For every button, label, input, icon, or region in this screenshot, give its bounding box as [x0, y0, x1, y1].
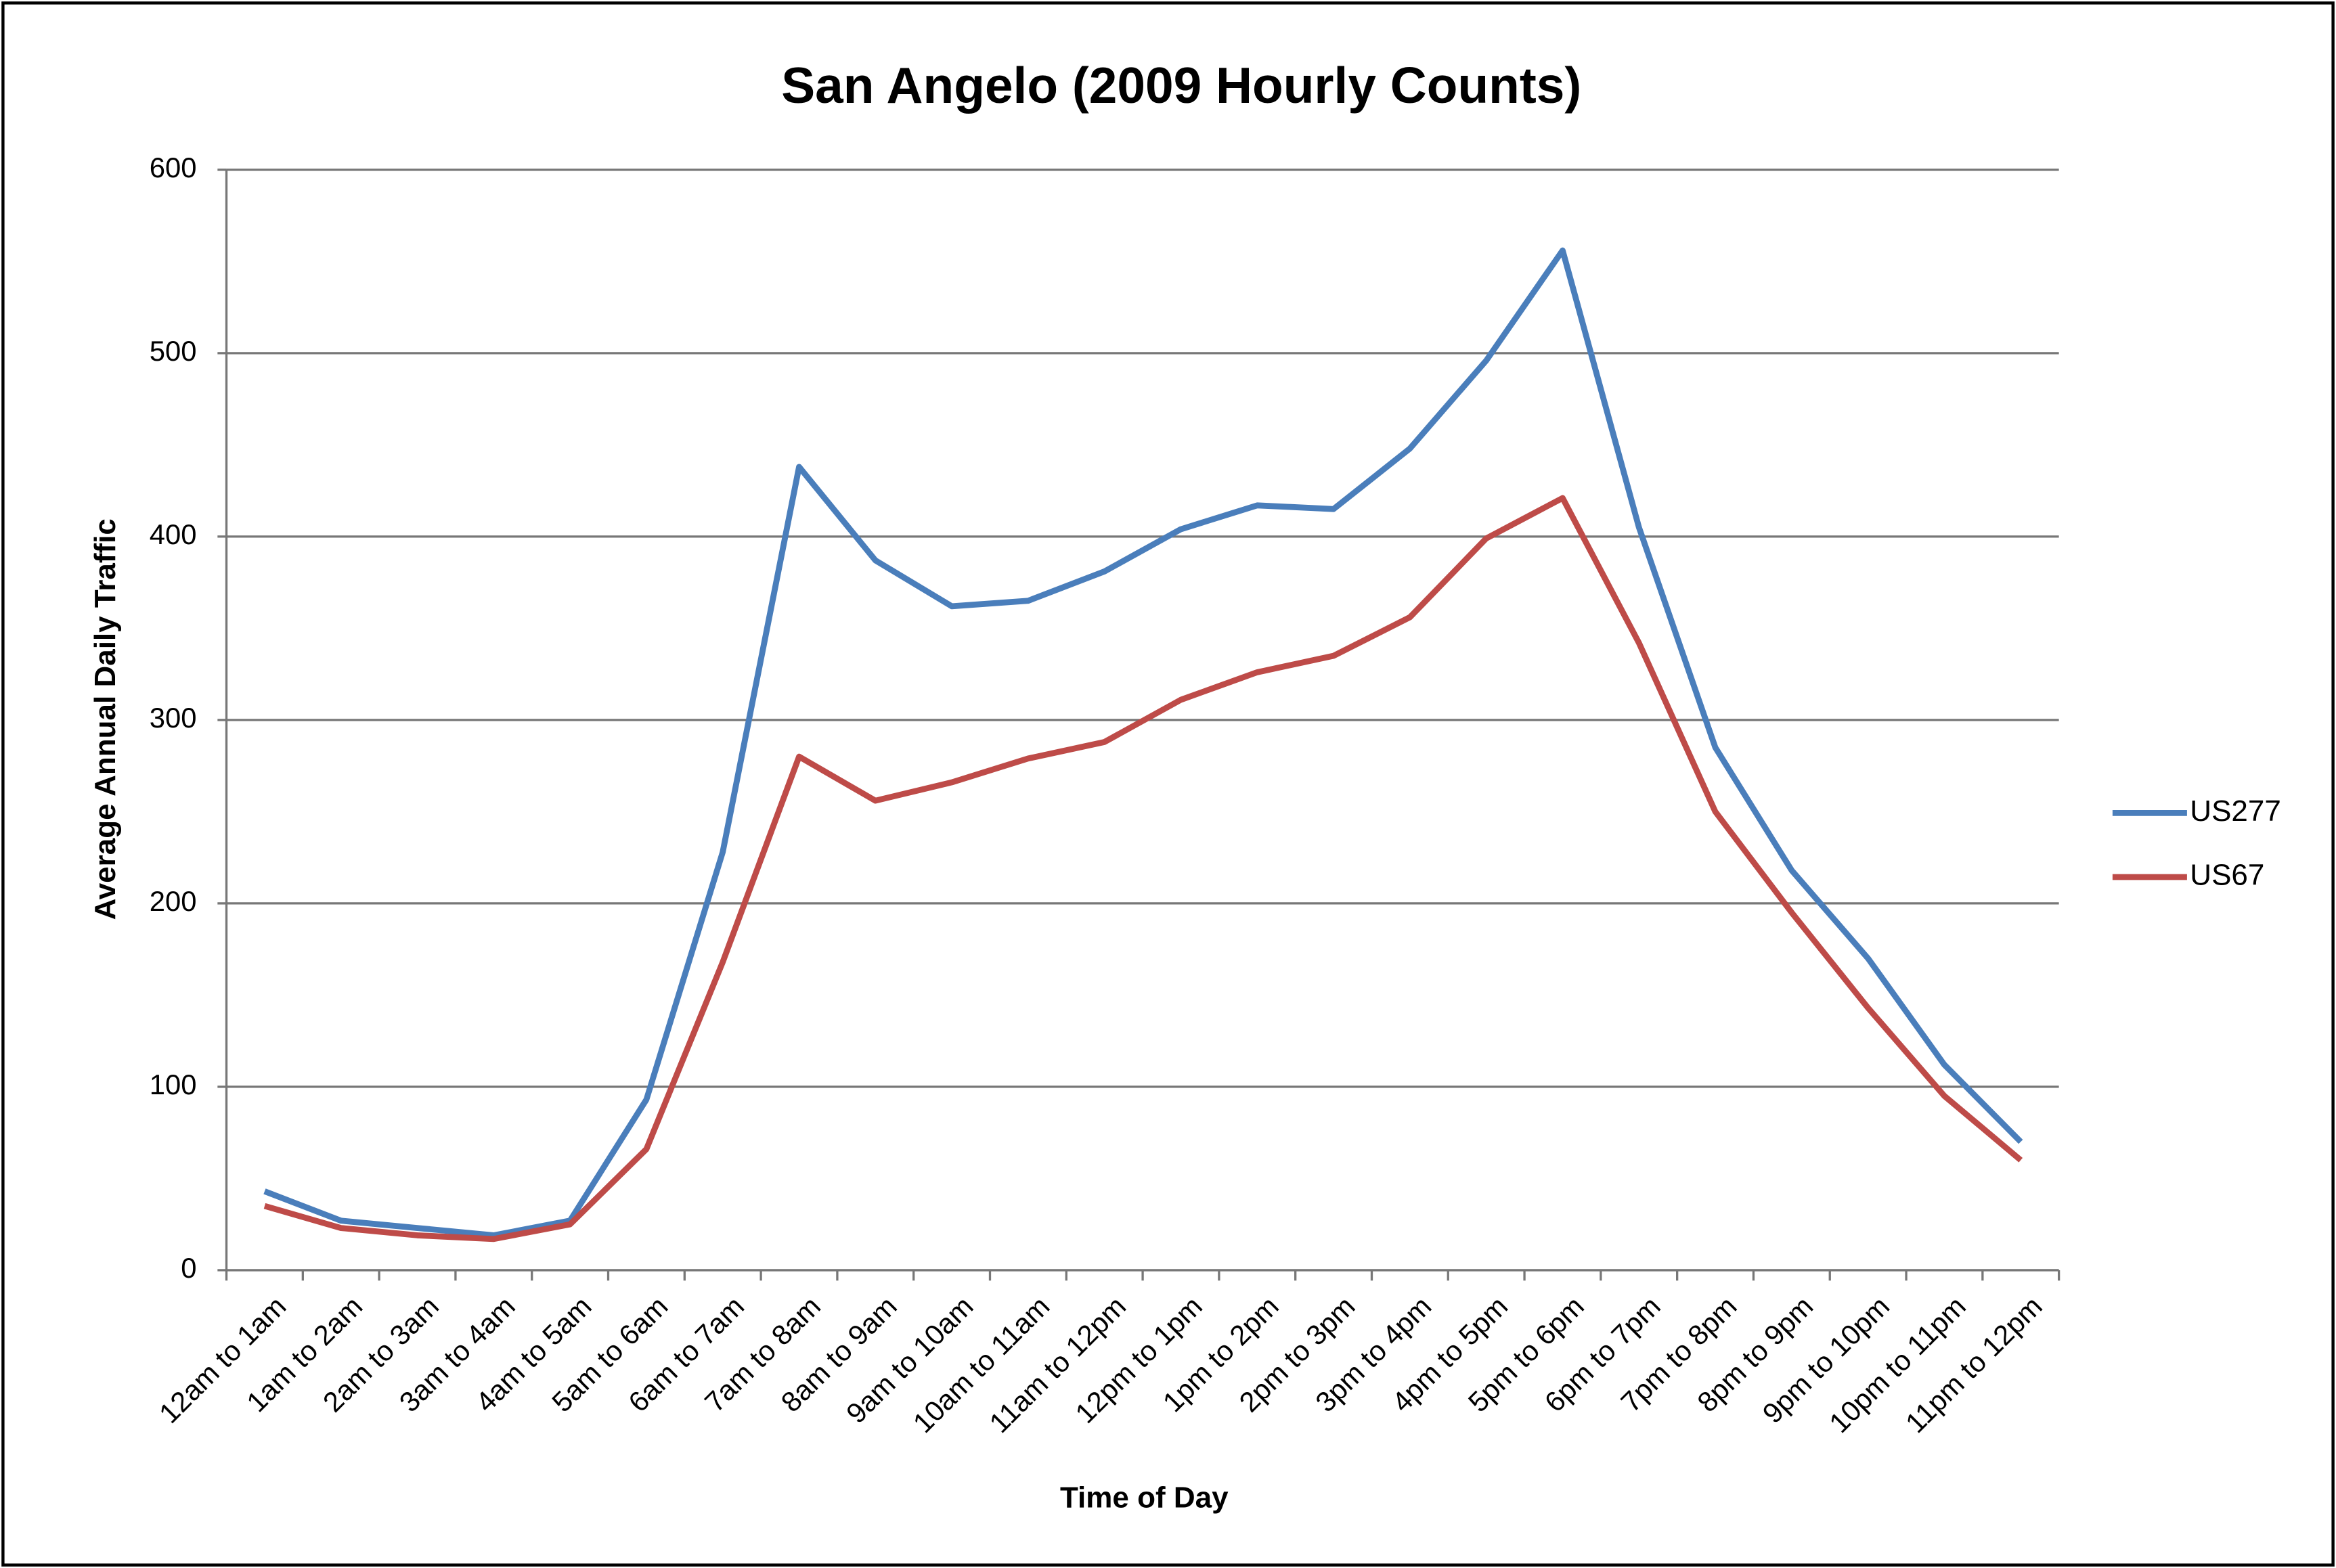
- x-axis-label: Time of Day: [1060, 1481, 1229, 1514]
- y-tick-label: 100: [150, 1069, 197, 1100]
- legend-label: US277: [2190, 794, 2281, 828]
- y-tick-label: 600: [150, 152, 197, 183]
- y-tick-label: 300: [150, 702, 197, 734]
- y-tick-label: 500: [150, 335, 197, 367]
- chart-title: San Angelo (2009 Hourly Counts): [781, 57, 1581, 114]
- y-axis-label: Average Annual Daily Traffic: [89, 518, 122, 920]
- y-tick-label: 400: [150, 518, 197, 550]
- line-series: [263, 495, 2023, 1242]
- legend-label: US67: [2190, 859, 2264, 892]
- line-series: [263, 247, 2023, 1238]
- y-tick-label: 200: [150, 885, 197, 917]
- y-tick-label: 0: [181, 1252, 196, 1284]
